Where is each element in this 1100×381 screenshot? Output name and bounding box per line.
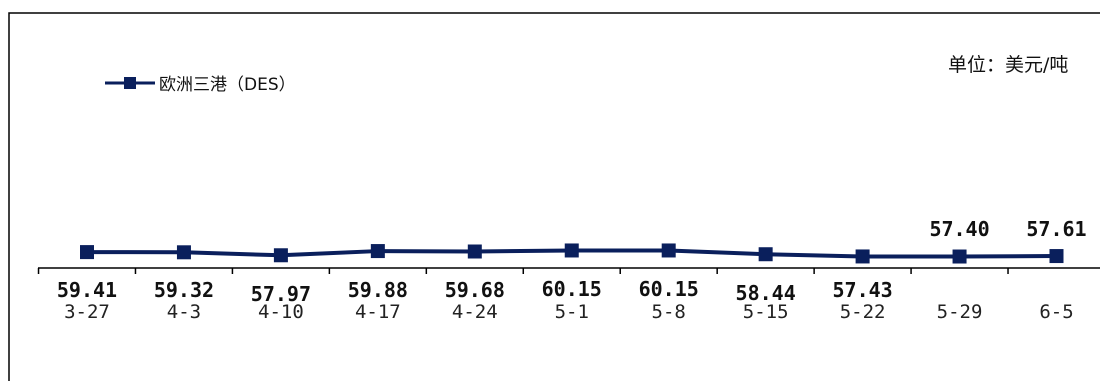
data-label: 59.68	[445, 278, 505, 302]
legend-swatch	[105, 76, 155, 89]
x-tick-label: 6-5	[1039, 301, 1073, 323]
data-point-marker	[80, 245, 94, 260]
data-point-marker	[564, 243, 579, 258]
x-tick-label: 5-1	[555, 301, 589, 323]
data-point-marker	[952, 249, 967, 264]
x-tick-label: 4-17	[355, 301, 401, 323]
x-tick-label: 5-22	[840, 301, 886, 323]
data-label: 59.32	[154, 278, 214, 302]
data-point-marker	[467, 244, 482, 259]
data-point-marker	[370, 244, 385, 259]
x-tick-label: 4-10	[258, 301, 304, 323]
x-tick-label: 5-8	[652, 301, 686, 323]
x-tick-label: 5-15	[743, 301, 789, 323]
unit-label: 单位：美元/吨	[948, 54, 1069, 76]
x-tick-label: 3-27	[64, 301, 110, 323]
data-label: 57.97	[251, 282, 311, 306]
data-point-marker	[176, 245, 191, 260]
data-label: 57.40	[929, 217, 989, 241]
legend-label: 欧洲三港（DES）	[159, 75, 296, 95]
series-line-segment	[278, 249, 380, 258]
data-label: 59.88	[348, 278, 408, 302]
data-label: 59.41	[57, 278, 117, 302]
data-point-marker	[661, 243, 676, 258]
data-label: 57.43	[832, 278, 892, 302]
series-line-segment	[181, 250, 283, 258]
legend: 欧洲三港（DES）	[105, 70, 296, 95]
x-tick-label: 4-3	[167, 301, 201, 323]
chart-border	[8, 12, 1100, 381]
series-line-segment	[763, 252, 865, 259]
series-line-segment	[472, 248, 574, 254]
data-point-marker	[1049, 249, 1064, 264]
data-point-marker	[758, 247, 773, 262]
data-label: 57.61	[1026, 217, 1086, 241]
series-line-segment	[666, 248, 768, 257]
data-label: 60.15	[639, 277, 699, 301]
x-tick-label: 4-24	[452, 301, 498, 323]
data-label: 58.44	[736, 281, 796, 305]
data-point-marker	[855, 249, 870, 264]
data-point-marker	[273, 248, 288, 263]
x-tick-label: 5-29	[937, 301, 983, 323]
data-label: 60.15	[542, 277, 602, 301]
